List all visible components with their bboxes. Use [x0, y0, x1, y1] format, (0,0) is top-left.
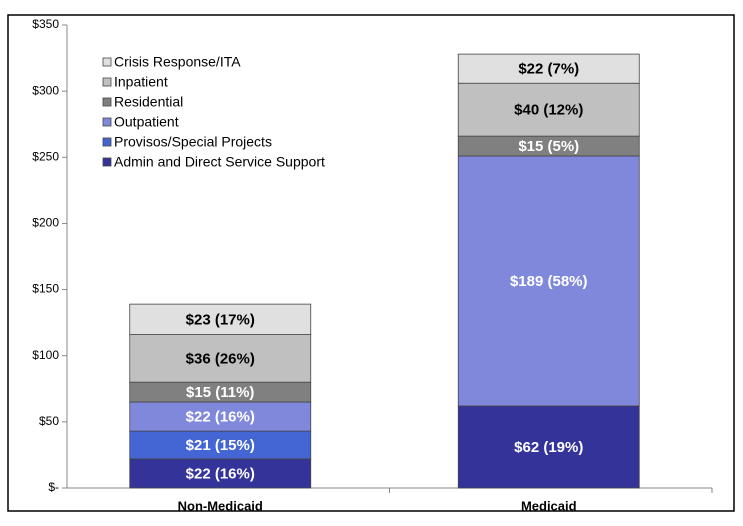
value-label: $62 (19%)	[514, 439, 583, 456]
x-tick-label: Non-Medicaid	[178, 498, 263, 513]
legend-label: Inpatient	[114, 74, 168, 90]
legend-swatch	[102, 137, 112, 147]
legend-swatch	[102, 57, 112, 67]
value-label: $22 (7%)	[518, 61, 579, 78]
legend-swatch	[102, 157, 112, 167]
bar-segment	[129, 458, 312, 489]
value-label: $15 (11%)	[186, 384, 254, 401]
legend-swatch	[102, 117, 112, 127]
bar-segment	[457, 53, 640, 84]
x-tick-label: Medicaid	[521, 498, 577, 513]
value-label: $15 (5%)	[518, 138, 579, 155]
y-tick-label: $-	[48, 480, 59, 494]
value-label: $21 (15%)	[186, 437, 255, 454]
legend-label: Provisos/Special Projects	[114, 134, 272, 150]
value-label: $23 (17%)	[186, 311, 255, 328]
y-tick-label: $50	[39, 414, 59, 428]
legend-label: Crisis Response/ITA	[114, 54, 241, 70]
legend-label: Outpatient	[114, 114, 179, 130]
y-tick-label: $300	[32, 83, 59, 97]
bar-segment	[129, 334, 312, 383]
value-label: $189 (58%)	[510, 273, 588, 290]
bar-segment	[129, 430, 312, 460]
legend-swatch	[102, 97, 112, 107]
y-tick-label: $150	[32, 282, 59, 296]
value-label: $40 (12%)	[514, 102, 583, 119]
value-label: $36 (26%)	[186, 350, 255, 367]
bar-segment	[457, 155, 640, 407]
bar-segment	[457, 82, 640, 137]
bar-segment	[129, 303, 312, 335]
legend-label: Residential	[114, 94, 183, 110]
legend-label: Admin and Direct Service Support	[114, 154, 325, 170]
y-tick-label: $200	[32, 216, 59, 230]
value-label: $22 (16%)	[186, 465, 255, 482]
bar-segment	[129, 401, 312, 432]
y-tick-label: $250	[32, 149, 59, 163]
y-tick-label: $350	[32, 17, 59, 31]
value-label: $22 (16%)	[186, 409, 255, 426]
y-tick-label: $100	[32, 348, 59, 362]
legend-swatch	[102, 77, 112, 87]
